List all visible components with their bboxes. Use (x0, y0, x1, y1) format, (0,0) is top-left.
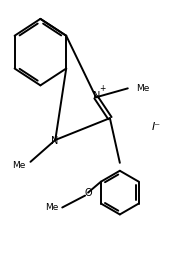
Text: N: N (51, 136, 58, 146)
Text: Me: Me (45, 203, 58, 212)
Text: N: N (93, 91, 101, 101)
Text: +: + (99, 84, 105, 93)
Text: O: O (84, 188, 92, 198)
Text: Me: Me (136, 84, 149, 93)
Text: Me: Me (12, 161, 26, 170)
Text: I⁻: I⁻ (152, 122, 161, 132)
